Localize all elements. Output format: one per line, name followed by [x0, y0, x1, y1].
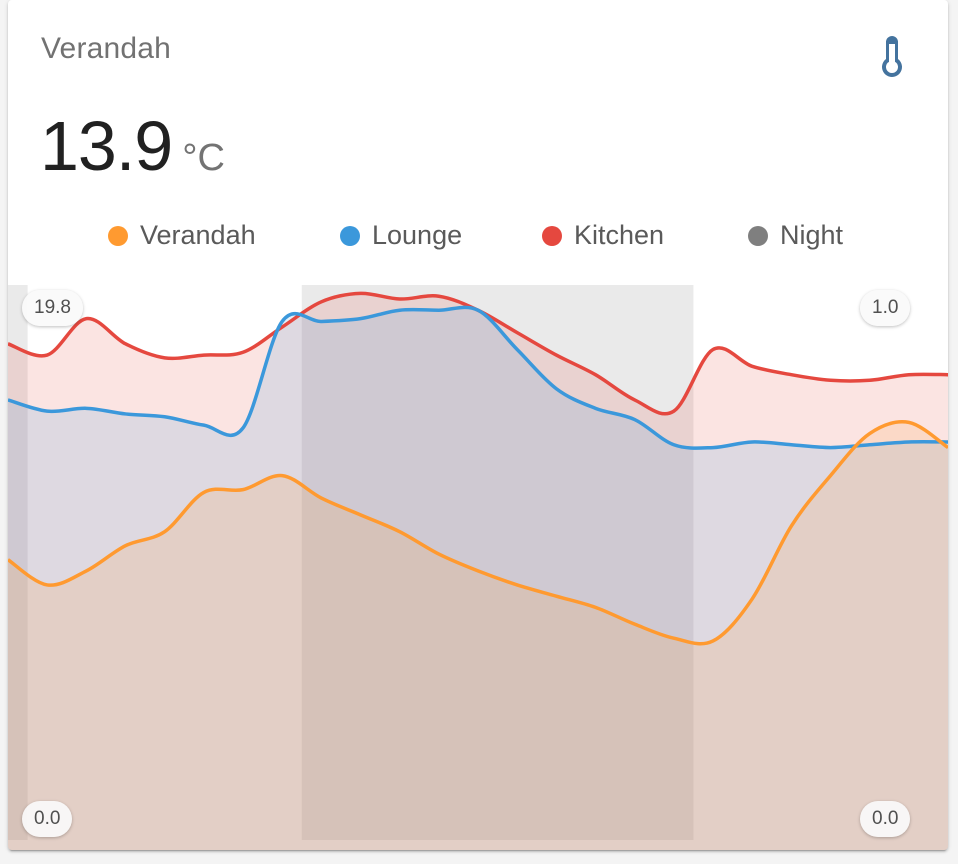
- legend-item-kitchen[interactable]: Kitchen: [542, 220, 664, 251]
- secondary-min-label: 0.0: [860, 801, 911, 837]
- chart-legend: Verandah Lounge Kitchen Night: [8, 220, 948, 256]
- legend-label: Lounge: [372, 220, 463, 250]
- temperature-card[interactable]: Verandah 13.9 °C Verandah Lounge Kitchen…: [8, 0, 948, 850]
- legend-item-lounge[interactable]: Lounge: [340, 220, 462, 251]
- night-band: [8, 285, 28, 840]
- legend-dot-icon: [340, 225, 360, 246]
- secondary-max-label: 1.0: [860, 290, 911, 326]
- state-unit: °C: [182, 137, 225, 179]
- legend-dot-icon: [542, 225, 562, 246]
- state-value: 13.9: [40, 107, 173, 185]
- card-title: Verandah: [41, 32, 172, 65]
- series-line-lounge: [8, 305, 948, 450]
- legend-dot-icon: [108, 225, 128, 246]
- legend-dot-icon: [748, 225, 768, 246]
- thermometer-icon: [882, 36, 902, 77]
- legend-item-night[interactable]: Night: [748, 220, 843, 251]
- legend-item-verandah[interactable]: Verandah: [108, 220, 256, 251]
- primary-min-label: 0.0: [22, 801, 73, 837]
- series-line-verandah: [8, 420, 948, 646]
- legend-label: Kitchen: [574, 220, 665, 250]
- current-state: 13.9 °C: [40, 106, 225, 186]
- history-chart[interactable]: 19.8 0.0 1.0 0.0: [8, 280, 948, 850]
- night-band: [301, 285, 694, 840]
- primary-max-label: 19.8: [22, 290, 83, 326]
- legend-label: Verandah: [140, 220, 256, 250]
- chart-plot: [8, 285, 948, 850]
- legend-label: Night: [780, 220, 844, 250]
